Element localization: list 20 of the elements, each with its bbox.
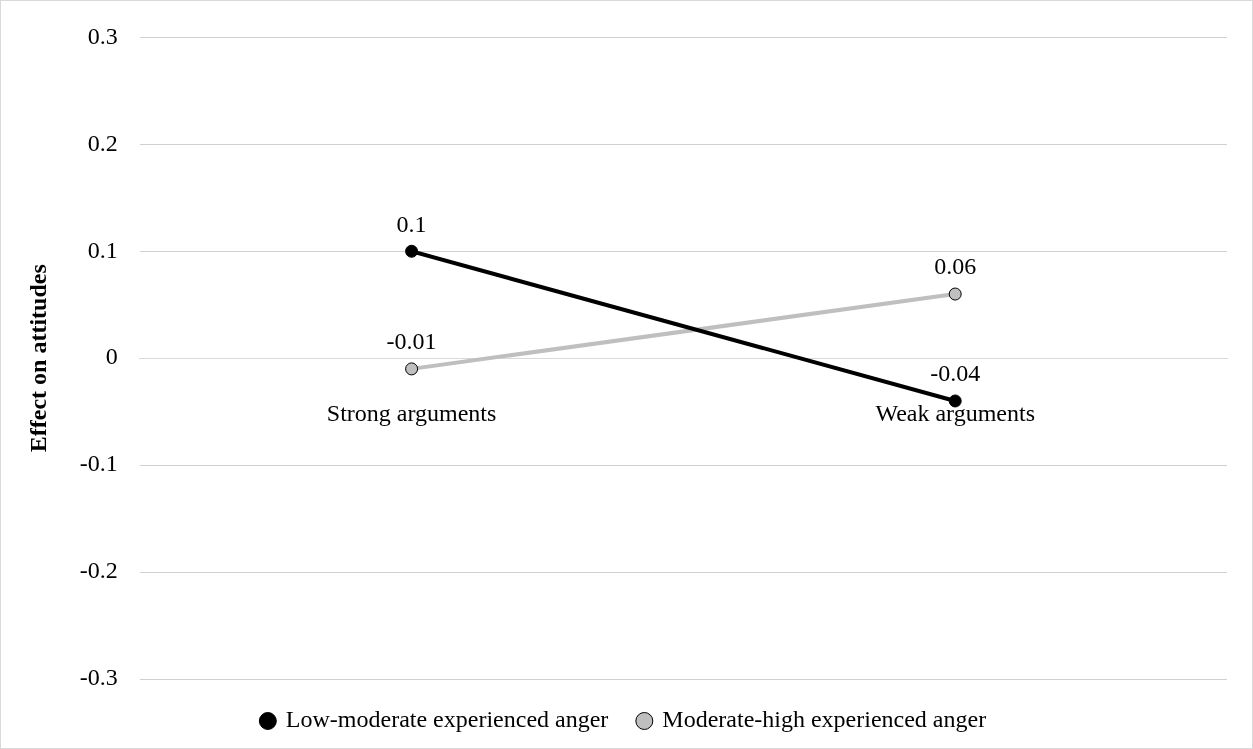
y-tick-label: -0.1 <box>79 450 118 477</box>
legend-label: Low-moderate experienced anger <box>285 706 609 733</box>
data-label: -0.04 <box>930 360 981 387</box>
y-tick-label: -0.3 <box>79 664 118 691</box>
data-label: -0.01 <box>386 328 437 355</box>
data-label: 0.06 <box>934 253 977 280</box>
point <box>948 394 962 408</box>
legend-label: Moderate-high experienced anger <box>662 706 987 733</box>
point <box>405 362 419 376</box>
y-tick-label: 0.3 <box>87 22 118 49</box>
x-tick-label: Strong arguments <box>326 399 497 426</box>
y-tick-label: 0 <box>105 343 118 370</box>
data-label: 0.1 <box>396 210 427 237</box>
y-axis-title: Effect on attitudes <box>24 264 51 453</box>
point <box>405 244 419 258</box>
y-tick-label: 0.1 <box>87 236 118 263</box>
x-tick-label: Weak arguments <box>875 399 1035 426</box>
y-tick-label: -0.2 <box>79 557 118 584</box>
y-tick-label: 0.2 <box>87 129 118 156</box>
point <box>948 287 962 301</box>
